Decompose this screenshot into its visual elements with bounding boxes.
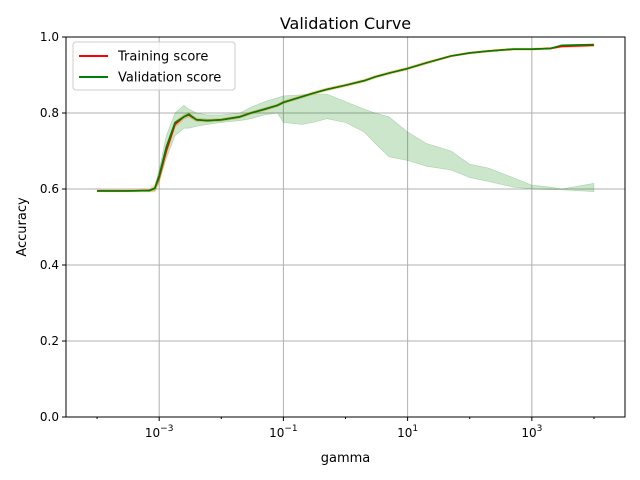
axis-ticks: 0.00.20.40.60.81.010−3 10−1 101 103 [40,30,595,440]
x-tick-exponent: −3 [160,424,173,434]
x-tick-exponent: 3 [537,424,543,434]
x-tick-exponent: 1 [412,424,418,434]
legend: Training score Validation score [72,41,236,91]
y-tick-label: 0.2 [40,334,59,348]
band-series-1 [97,93,595,192]
legend-label-0: Training score [117,50,208,65]
chart-title: Validation Curve [280,14,411,33]
x-tick-base: 10 [145,426,160,440]
x-tick-label: 10−3 [145,424,174,440]
x-tick-base: 10 [269,426,284,440]
confidence-bands [96,43,595,193]
line-series-1 [97,43,594,192]
legend-box [72,41,236,91]
x-tick-label: 101 [397,424,418,440]
x-tick-base: 10 [521,426,536,440]
x-tick-label: 103 [521,424,542,440]
x-tick-label: 10−1 [269,424,298,440]
x-tick-base: 10 [397,426,412,440]
series-lines [97,43,594,192]
legend-label-1: Validation score [118,71,221,86]
y-tick-label: 0.0 [40,410,59,424]
y-tick-label: 1.0 [40,30,59,44]
x-axis-title: gamma [321,451,371,466]
y-tick-label: 0.8 [40,106,59,120]
y-tick-label: 0.4 [40,258,59,272]
y-axis-title: Accuracy [15,197,30,257]
band-series-0 [96,43,595,193]
y-tick-label: 0.6 [40,182,59,196]
x-tick-exponent: −1 [284,424,297,434]
